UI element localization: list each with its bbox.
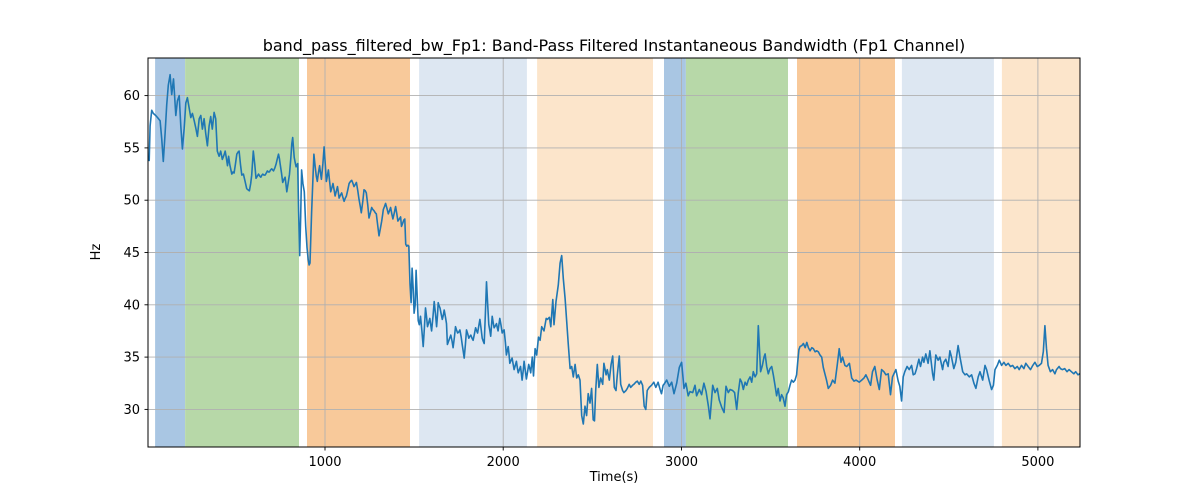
y-axis-label: Hz (89, 243, 104, 261)
chart-title: band_pass_filtered_bw_Fp1: Band-Pass Fil… (262, 36, 966, 55)
series-line-band_pass_filtered_bw_Fp1 (148, 73, 1081, 425)
x-tick-label: 1000 (308, 455, 341, 470)
x-axis-label: Time(s) (589, 470, 639, 485)
y-tick-label: 60 (123, 89, 140, 104)
tick-marks (144, 95, 1039, 451)
y-tick-label: 45 (123, 246, 140, 261)
tick-labels: 1000 2000 3000 4000 5000 30 35 40 45 50 55 60 (123, 89, 1054, 470)
y-tick-label: 40 (123, 298, 140, 313)
x-tick-label: 5000 (1021, 455, 1054, 470)
y-tick-label: 50 (123, 194, 140, 209)
y-tick-label: 55 (123, 141, 140, 156)
y-tick-label: 35 (123, 351, 140, 366)
x-tick-label: 3000 (665, 455, 698, 470)
y-tick-label: 30 (123, 403, 140, 418)
x-tick-label: 4000 (843, 455, 876, 470)
x-tick-label: 2000 (487, 455, 520, 470)
